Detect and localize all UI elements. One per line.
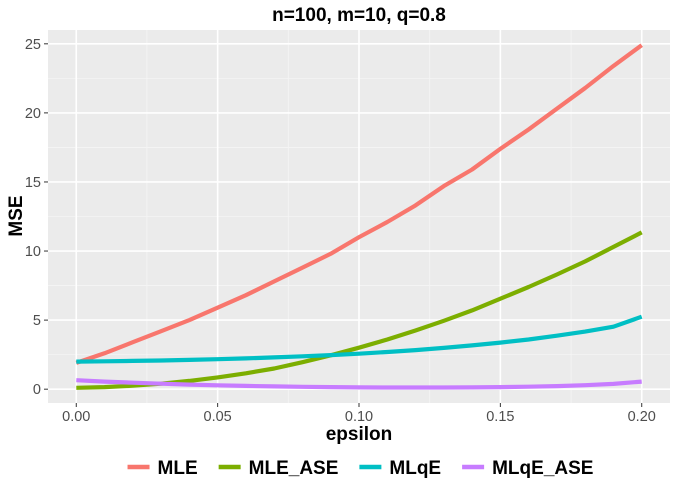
x-axis-label: epsilon <box>326 424 393 445</box>
legend: MLE MLE_ASE MLqE MLqE_ASE <box>127 458 593 479</box>
x-tick-label: 0.00 <box>62 409 90 425</box>
y-tick-label: 25 <box>25 37 41 53</box>
legend-label-mlqe-ase: MLqE_ASE <box>492 458 593 479</box>
y-axis: 0 5 10 15 20 25 <box>25 37 48 398</box>
chart-title: n=100, m=10, q=0.8 <box>272 5 446 26</box>
y-tick-label: 20 <box>25 106 41 122</box>
y-tick-label: 5 <box>33 313 41 329</box>
series-line-mlqe <box>76 314 643 364</box>
legend-label-mle-ase: MLE_ASE <box>249 458 339 479</box>
y-tick-label: 0 <box>33 382 41 398</box>
legend-label-mle: MLE <box>158 458 198 479</box>
series-line-mle <box>75 43 643 365</box>
series-lines <box>75 43 643 390</box>
series-line-mlqe-ase <box>76 378 642 390</box>
x-tick-label: 0.10 <box>345 409 373 425</box>
x-axis: 0.00 0.05 0.10 0.15 0.20 <box>62 403 656 425</box>
y-tick-label: 15 <box>25 175 41 191</box>
x-tick-label: 0.15 <box>486 409 514 425</box>
x-tick-label: 0.05 <box>204 409 232 425</box>
x-tick-label: 0.20 <box>628 409 656 425</box>
y-axis-label: MSE <box>6 195 27 236</box>
legend-label-mlqe: MLqE <box>389 458 441 479</box>
y-tick-label: 10 <box>25 244 41 260</box>
